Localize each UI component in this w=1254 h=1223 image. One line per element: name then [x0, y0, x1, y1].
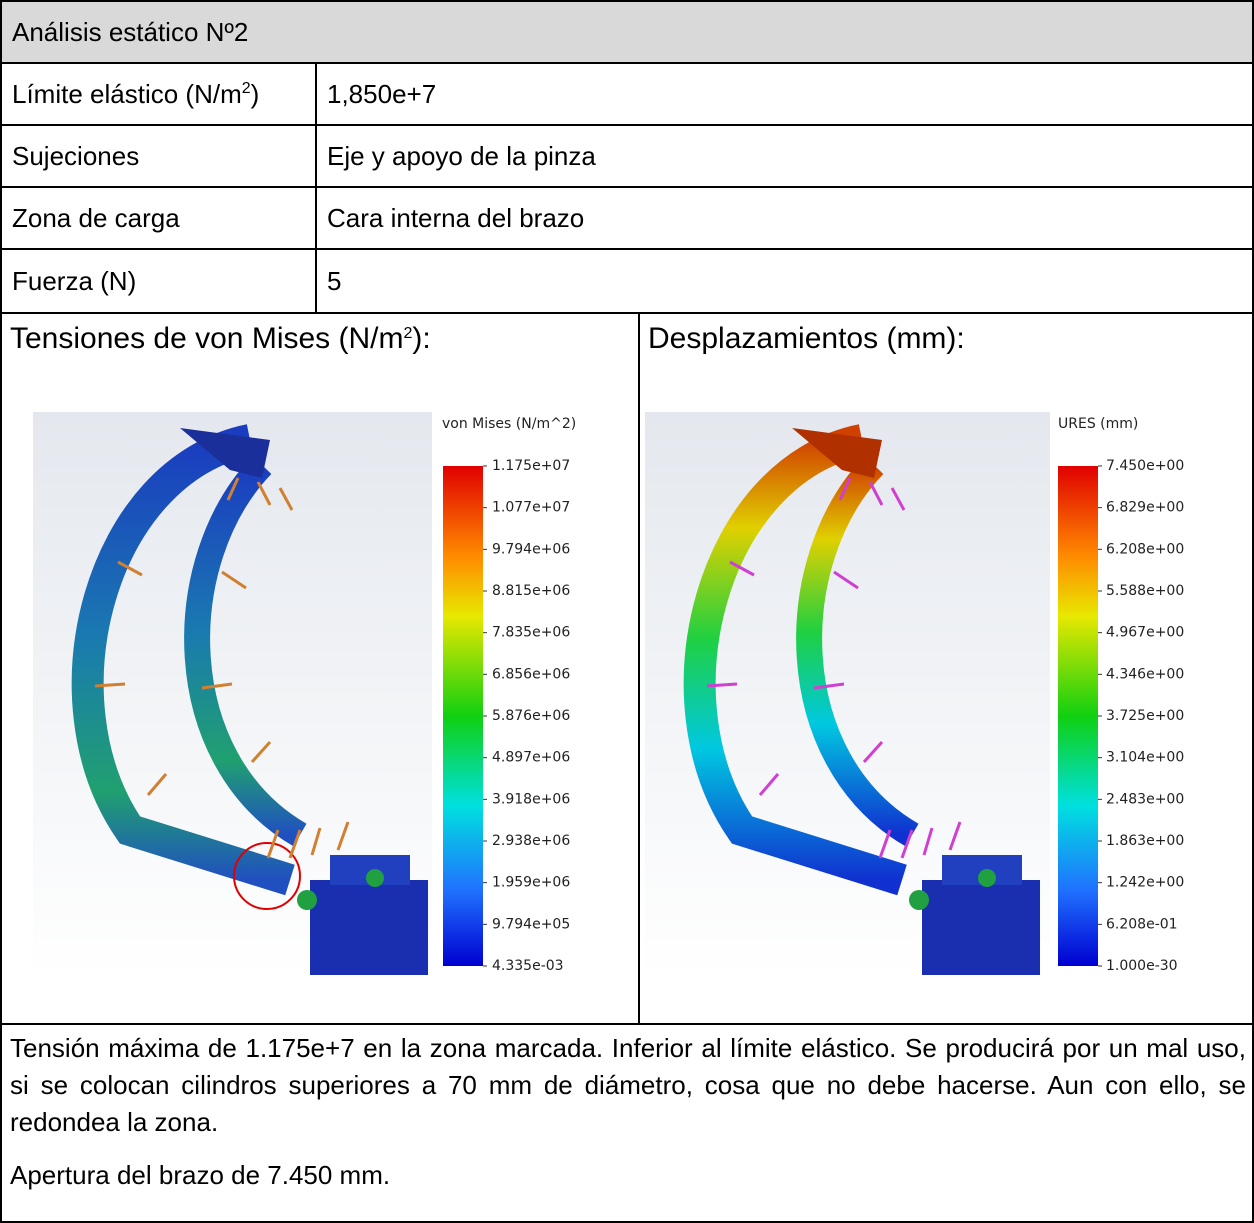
legend-label: 1.077e+07 — [492, 500, 570, 516]
legend-label: 7.450e+00 — [1106, 458, 1184, 474]
note: Apertura del brazo de 7.450 mm. — [10, 1157, 1246, 1194]
displacement-render: URES (mm) 7.450e+00 6.829e+00 6.208e+00 5.58… — [645, 412, 1220, 990]
legend-label: 2.938e+06 — [492, 833, 570, 849]
legend-title: von Mises (N/m^2) — [442, 416, 576, 432]
legend-label: 6.208e-01 — [1106, 916, 1178, 932]
legend-label: 9.794e+05 — [492, 916, 570, 932]
legend-label: 4.335e-03 — [492, 958, 564, 974]
legend-label: 5.588e+00 — [1106, 583, 1184, 599]
legend-label: 1.242e+00 — [1106, 875, 1184, 891]
legend-label: 3.104e+00 — [1106, 750, 1184, 766]
legend-label: 2.483e+00 — [1106, 791, 1184, 807]
note: Tensión máxima de 1.175e+7 en la zona ma… — [10, 1030, 1246, 1141]
legend-label: 1.863e+00 — [1106, 833, 1184, 849]
legend-label: 8.815e+06 — [492, 583, 570, 599]
legend-label: 4.897e+06 — [492, 750, 570, 766]
legend-label: 6.829e+00 — [1106, 500, 1184, 516]
page: Análisis estático Nº2 Límite elástico (N… — [0, 0, 1254, 1213]
legend-label: 4.967e+00 — [1106, 625, 1184, 641]
notes: Tensión máxima de 1.175e+7 en la zona ma… — [10, 1030, 1246, 1210]
legend-label: 9.794e+06 — [492, 541, 570, 557]
legend-label: 1.959e+06 — [492, 875, 570, 891]
legend-label: 6.856e+06 — [492, 666, 570, 682]
legend-label: 3.725e+00 — [1106, 708, 1184, 724]
legend-label: 4.346e+00 — [1106, 666, 1184, 682]
legend-label: 3.918e+06 — [492, 791, 570, 807]
legend-title: URES (mm) — [1058, 416, 1138, 432]
legend-label: 5.876e+06 — [492, 708, 570, 724]
legend-label: 6.208e+00 — [1106, 541, 1184, 557]
legend-label: 1.175e+07 — [492, 458, 570, 474]
legend-label: 7.835e+06 — [492, 625, 570, 641]
stress-render: von Mises (N/m^2) 1.175e+07 1.077e+07 9.794… — [33, 412, 612, 980]
legend-label: 1.000e-30 — [1106, 958, 1178, 974]
